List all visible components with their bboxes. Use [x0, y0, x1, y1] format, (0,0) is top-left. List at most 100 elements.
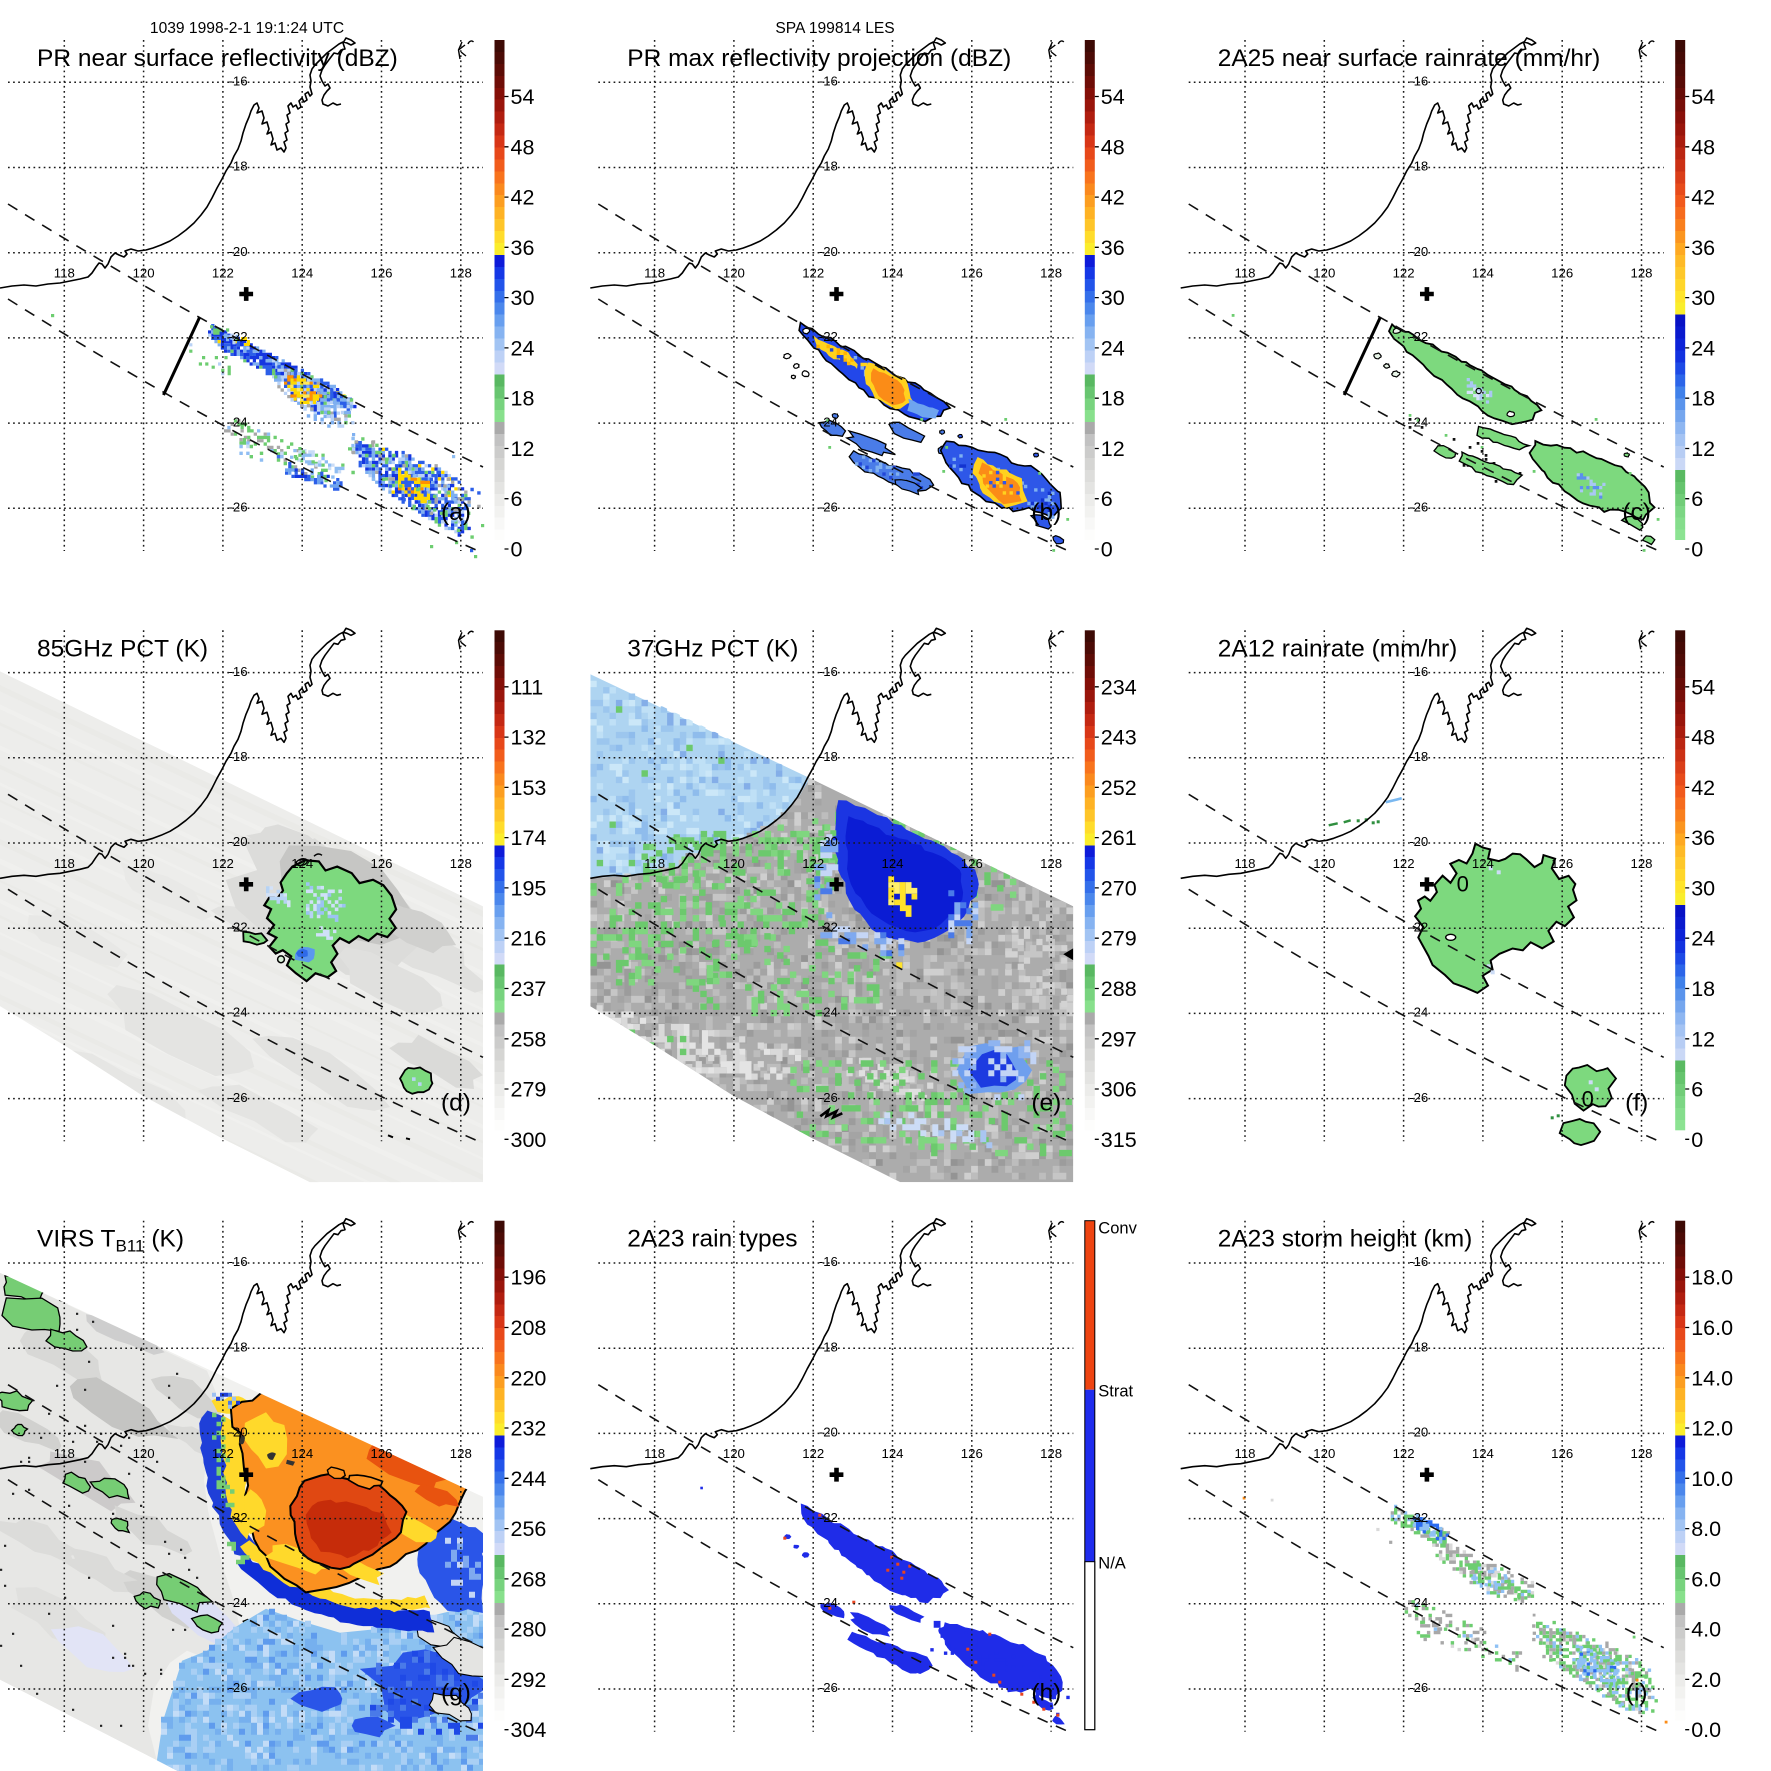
svg-text:42: 42 — [1691, 776, 1715, 800]
svg-text:30: 30 — [1101, 286, 1125, 310]
svg-text:270: 270 — [1101, 876, 1137, 900]
svg-text:24: 24 — [1101, 336, 1125, 360]
svg-text:PR max reflectivity projection: PR max reflectivity projection (dBZ) — [627, 45, 1011, 72]
svg-text:(e): (e) — [1031, 1089, 1061, 1116]
svg-text:174: 174 — [511, 826, 547, 850]
svg-text:252: 252 — [1101, 776, 1137, 800]
svg-text:54: 54 — [1691, 85, 1715, 109]
svg-text:237: 237 — [511, 977, 547, 1001]
svg-text:6: 6 — [1101, 487, 1113, 511]
svg-text:315: 315 — [1101, 1128, 1137, 1152]
svg-text:(b): (b) — [1031, 499, 1061, 526]
svg-text:54: 54 — [511, 85, 535, 109]
svg-text:279: 279 — [1101, 927, 1137, 951]
svg-text:48: 48 — [1691, 726, 1715, 750]
svg-text:153: 153 — [511, 776, 547, 800]
svg-text:(c): (c) — [1622, 499, 1651, 526]
svg-text:234: 234 — [1101, 675, 1137, 699]
svg-text:2.0: 2.0 — [1691, 1668, 1721, 1692]
svg-text:243: 243 — [1101, 726, 1137, 750]
svg-text:300: 300 — [511, 1128, 547, 1152]
svg-text:208: 208 — [511, 1316, 547, 1340]
svg-text:42: 42 — [511, 186, 535, 210]
svg-text:2A12 rainrate (mm/hr): 2A12 rainrate (mm/hr) — [1218, 635, 1458, 662]
svg-text:14.0: 14.0 — [1691, 1366, 1733, 1390]
svg-text:42: 42 — [1101, 186, 1125, 210]
svg-text:30: 30 — [1691, 876, 1715, 900]
svg-text:36: 36 — [1691, 826, 1715, 850]
svg-text:24: 24 — [511, 336, 535, 360]
svg-text:37GHz PCT (K): 37GHz PCT (K) — [627, 635, 798, 662]
svg-text:PR near surface reflectivity (: PR near surface reflectivity (dBZ) — [37, 45, 398, 72]
svg-text:N/A: N/A — [1098, 1555, 1126, 1573]
svg-text:(i): (i) — [1626, 1680, 1648, 1707]
svg-text:54: 54 — [1691, 675, 1715, 699]
svg-text:36: 36 — [1101, 236, 1125, 260]
svg-text:6: 6 — [1691, 487, 1703, 511]
svg-text:24: 24 — [1691, 336, 1715, 360]
svg-text:24: 24 — [1691, 927, 1715, 951]
svg-text:0: 0 — [511, 538, 523, 562]
svg-text:18.0: 18.0 — [1691, 1266, 1733, 1290]
svg-text:2A25 near surface rainrate (mm: 2A25 near surface rainrate (mm/hr) — [1218, 45, 1601, 72]
svg-text:Strat: Strat — [1098, 1383, 1133, 1401]
svg-text:30: 30 — [1691, 286, 1715, 310]
svg-text:Conv: Conv — [1098, 1220, 1137, 1238]
svg-text:0: 0 — [1691, 538, 1703, 562]
svg-text:(h): (h) — [1031, 1680, 1061, 1707]
svg-text:36: 36 — [1691, 236, 1715, 260]
svg-text:132: 132 — [511, 726, 547, 750]
svg-text:12: 12 — [511, 437, 535, 461]
svg-text:304: 304 — [511, 1718, 547, 1742]
svg-text:256: 256 — [511, 1517, 547, 1541]
svg-text:42: 42 — [1691, 186, 1715, 210]
svg-text:0: 0 — [1457, 871, 1469, 896]
svg-text:VIRS TB11 (K): VIRS TB11 (K) — [37, 1226, 184, 1256]
svg-text:244: 244 — [511, 1467, 547, 1491]
svg-text:54: 54 — [1101, 85, 1125, 109]
svg-text:216: 216 — [511, 927, 547, 951]
svg-text:18: 18 — [1101, 387, 1125, 411]
svg-text:297: 297 — [1101, 1027, 1137, 1051]
svg-text:288: 288 — [1101, 977, 1137, 1001]
svg-text:12: 12 — [1691, 437, 1715, 461]
svg-text:(g): (g) — [441, 1680, 471, 1707]
svg-text:2A23 rain types: 2A23 rain types — [627, 1226, 797, 1253]
svg-text:30: 30 — [511, 286, 535, 310]
svg-text:48: 48 — [511, 135, 535, 159]
svg-text:220: 220 — [511, 1366, 547, 1390]
svg-text:16.0: 16.0 — [1691, 1316, 1733, 1340]
svg-text:2A23 storm height (km): 2A23 storm height (km) — [1218, 1226, 1473, 1253]
svg-text:6: 6 — [511, 487, 523, 511]
svg-text:48: 48 — [1101, 135, 1125, 159]
svg-text:12: 12 — [1101, 437, 1125, 461]
svg-text:279: 279 — [511, 1078, 547, 1102]
svg-text:(a): (a) — [441, 499, 471, 526]
svg-text:48: 48 — [1691, 135, 1715, 159]
svg-text:12.0: 12.0 — [1691, 1417, 1733, 1441]
svg-text:268: 268 — [511, 1567, 547, 1591]
svg-text:36: 36 — [511, 236, 535, 260]
svg-text:SPA 199814 LES: SPA 199814 LES — [775, 20, 894, 37]
svg-text:10.0: 10.0 — [1691, 1467, 1733, 1491]
svg-text:6.0: 6.0 — [1691, 1567, 1721, 1591]
svg-text:232: 232 — [511, 1417, 547, 1441]
svg-text:195: 195 — [511, 876, 547, 900]
svg-text:(d): (d) — [441, 1089, 471, 1116]
svg-text:18: 18 — [511, 387, 535, 411]
svg-text:85GHz PCT (K): 85GHz PCT (K) — [37, 635, 208, 662]
svg-text:6: 6 — [1691, 1078, 1703, 1102]
svg-text:306: 306 — [1101, 1078, 1137, 1102]
svg-text:18: 18 — [1691, 387, 1715, 411]
svg-text:0: 0 — [1691, 1128, 1703, 1152]
svg-text:0: 0 — [1101, 538, 1113, 562]
svg-text:258: 258 — [511, 1027, 547, 1051]
svg-text:1039 1998-2-1 19:1:24 UTC: 1039 1998-2-1 19:1:24 UTC — [150, 20, 344, 37]
svg-text:4.0: 4.0 — [1691, 1618, 1721, 1642]
svg-text:292: 292 — [511, 1668, 547, 1692]
svg-text:111: 111 — [511, 675, 544, 699]
svg-text:8.0: 8.0 — [1691, 1517, 1721, 1541]
svg-text:18: 18 — [1691, 977, 1715, 1001]
svg-text:196: 196 — [511, 1266, 547, 1290]
svg-text:261: 261 — [1101, 826, 1137, 850]
